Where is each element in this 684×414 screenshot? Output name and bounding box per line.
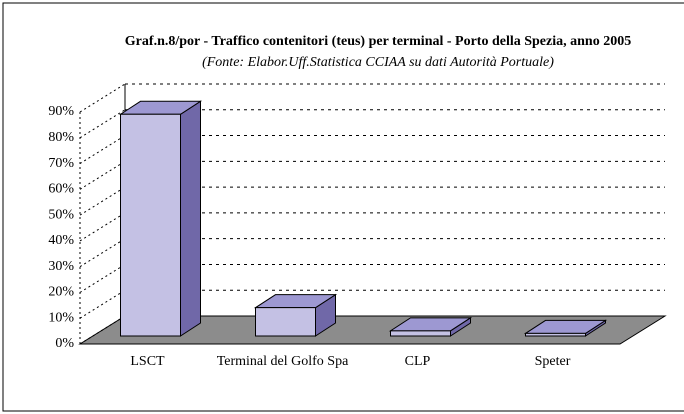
y-tick-label: 0% — [55, 336, 74, 351]
x-tick-label: CLP — [404, 354, 431, 369]
bar — [523, 319, 608, 337]
y-tick-label: 40% — [48, 233, 74, 248]
x-tick-label: LSCT — [130, 354, 165, 369]
y-tick-label: 90% — [48, 104, 74, 119]
y-tick-label: 30% — [48, 259, 74, 274]
y-tick-label: 50% — [48, 207, 74, 222]
grid-diagonal — [79, 160, 126, 190]
y-tick-label: 70% — [48, 156, 74, 171]
bar-side — [180, 100, 201, 337]
grid-diagonal — [79, 212, 126, 242]
grid-diagonal — [79, 186, 126, 216]
bar-front — [390, 330, 451, 337]
y-tick-label: 20% — [48, 285, 74, 300]
y-tick-label: 10% — [48, 310, 74, 325]
chart-subtitle: (Fonte: Elabor.Uff.Statistica CCIAA su d… — [202, 55, 554, 70]
grid-diagonal — [79, 238, 126, 268]
bar-front — [255, 307, 316, 337]
y-tick-label: 80% — [48, 130, 74, 145]
x-tick-label: Speter — [534, 354, 571, 369]
bar-front — [120, 113, 181, 337]
bar — [388, 316, 473, 337]
grid-diagonal — [79, 109, 126, 139]
grid-diagonal — [79, 135, 126, 164]
bar — [253, 293, 338, 337]
grid-diagonal — [79, 264, 126, 293]
grid-diagonal — [79, 83, 126, 113]
x-tick-label: Terminal del Golfo Spa — [216, 354, 349, 369]
grid-diagonal — [79, 315, 126, 345]
y-tick-label: 60% — [48, 182, 74, 197]
chart-title: Graf.n.8/por - Traffico contenitori (teu… — [125, 34, 631, 49]
bar-front — [525, 332, 586, 337]
grid-diagonal — [79, 289, 126, 319]
bar — [118, 100, 203, 337]
